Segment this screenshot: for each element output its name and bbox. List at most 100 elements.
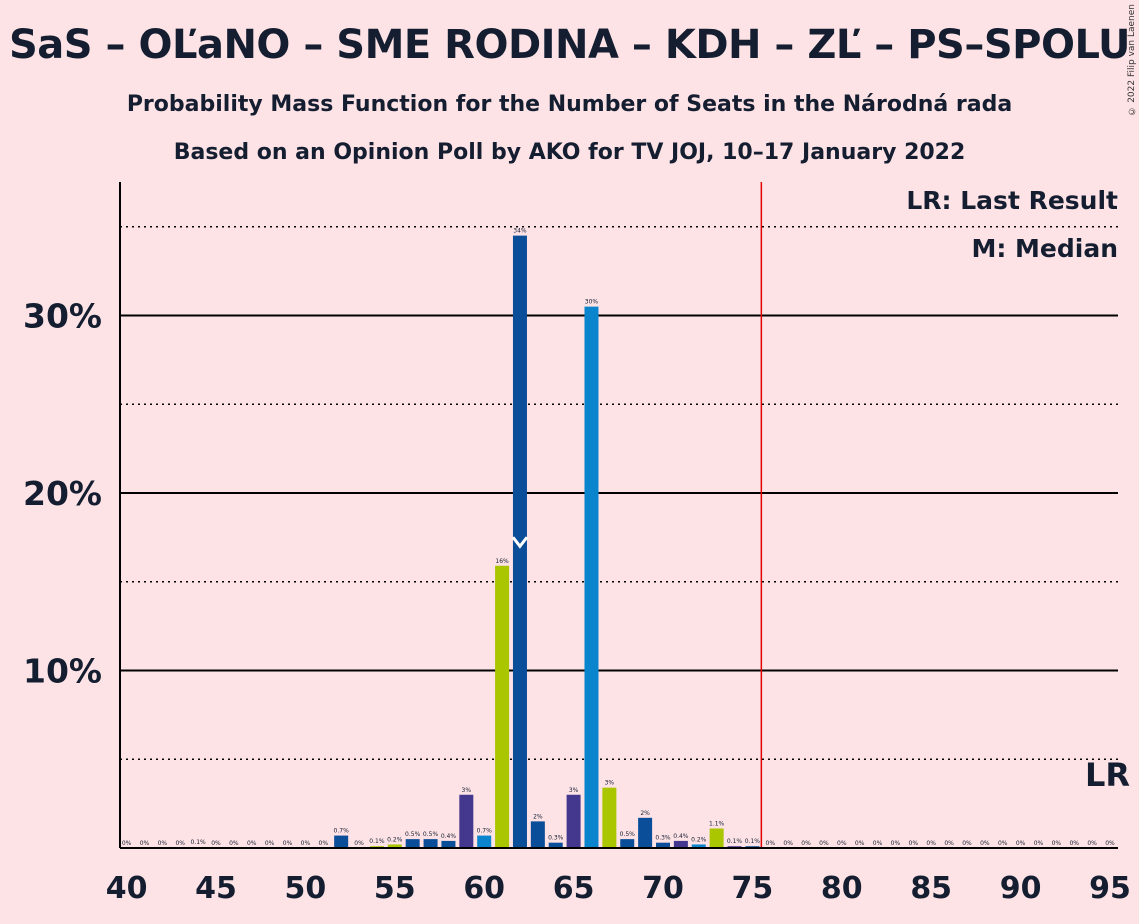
data-label-seat-45: 0% xyxy=(211,840,221,847)
y-tick-label: 10% xyxy=(23,652,102,691)
median-marker xyxy=(511,536,529,549)
data-label-seat-76: 0% xyxy=(766,840,776,847)
data-label-seat-92: 0% xyxy=(1052,840,1062,847)
data-label-seat-57: 0.5% xyxy=(423,831,439,838)
x-tick-label: 50 xyxy=(285,871,327,906)
data-label-seat-68: 0.5% xyxy=(620,831,636,838)
data-label-seat-79: 0% xyxy=(819,840,829,847)
bar-seat-61 xyxy=(495,565,510,848)
data-label-seat-74: 0.1% xyxy=(727,838,743,845)
gridlines xyxy=(120,226,1118,760)
data-label-seat-71: 0.4% xyxy=(673,833,689,840)
data-label-seat-87: 0% xyxy=(962,840,972,847)
x-tick-label: 85 xyxy=(910,871,952,906)
data-label-seat-63: 2% xyxy=(533,813,543,820)
data-label-seat-53: 0% xyxy=(354,840,364,847)
bar-seat-60 xyxy=(477,835,492,848)
data-label-seat-93: 0% xyxy=(1069,840,1079,847)
data-label-seat-40: 0% xyxy=(122,840,132,847)
bar-seat-57 xyxy=(423,839,438,848)
x-tick-label: 60 xyxy=(463,871,505,906)
bar-seat-71 xyxy=(673,840,688,848)
data-labels: 0% 0% 0% 0% 0.1% 0% 0% 0% 0% 0% 0% 0%0.7%0% 0.1% 0.2%… xyxy=(122,228,1115,847)
x-tick-label: 65 xyxy=(553,871,595,906)
data-label-seat-75: 0.1% xyxy=(745,838,761,845)
bar-seat-69 xyxy=(638,817,653,848)
data-label-seat-54: 0.1% xyxy=(369,838,385,845)
data-label-seat-77: 0% xyxy=(783,840,793,847)
x-tick-label: 75 xyxy=(732,871,774,906)
data-label-seat-88: 0% xyxy=(980,840,990,847)
bar-seat-58 xyxy=(441,840,456,848)
data-label-seat-73: 1.1% xyxy=(709,820,725,827)
bar-seat-59 xyxy=(459,794,474,848)
x-tick-label: 55 xyxy=(374,871,416,906)
data-label-seat-58: 0.4% xyxy=(441,833,457,840)
data-label-seat-82: 0% xyxy=(873,840,883,847)
bar-seat-66 xyxy=(584,306,599,848)
bar-seat-63 xyxy=(530,821,545,848)
data-label-seat-66: 30% xyxy=(585,299,599,306)
bar-seat-55 xyxy=(387,844,402,848)
y-tick-label: 20% xyxy=(23,474,102,513)
data-label-seat-50: 0% xyxy=(301,840,311,847)
data-label-seat-59: 3% xyxy=(462,787,472,794)
data-label-seat-90: 0% xyxy=(1016,840,1026,847)
bar-seat-67 xyxy=(602,787,617,848)
data-label-seat-47: 0% xyxy=(247,840,257,847)
bar-seat-68 xyxy=(620,839,635,848)
data-label-seat-67: 3% xyxy=(605,780,615,787)
data-label-seat-52: 0.7% xyxy=(334,828,350,835)
chart-subtitle: Probability Mass Function for the Number… xyxy=(126,92,1013,117)
data-label-seat-95: 0% xyxy=(1105,840,1115,847)
data-label-seat-84: 0% xyxy=(909,840,919,847)
x-tick-label: 70 xyxy=(642,871,684,906)
x-tick-label: 80 xyxy=(821,871,863,906)
data-label-seat-60: 0.7% xyxy=(477,828,493,835)
chart-title: SaS – OĽaNO – SME RODINA – KDH – ZĽ – PS… xyxy=(9,22,1130,68)
last-result-marker: LR xyxy=(1085,756,1130,794)
data-label-seat-51: 0% xyxy=(319,840,329,847)
data-label-seat-61: 16% xyxy=(495,558,509,565)
data-label-seat-70: 0.3% xyxy=(655,835,671,842)
bar-seat-72 xyxy=(691,844,706,848)
x-tick-label: 45 xyxy=(195,871,237,906)
data-label-seat-80: 0% xyxy=(837,840,847,847)
bar-seat-56 xyxy=(405,839,420,848)
data-label-seat-65: 3% xyxy=(569,787,579,794)
data-label-seat-83: 0% xyxy=(891,840,901,847)
bar-series xyxy=(191,182,763,848)
bar-seat-65 xyxy=(566,794,581,848)
bar-seat-73 xyxy=(709,828,724,848)
bar-seat-62 xyxy=(512,235,527,848)
bar-seat-64 xyxy=(548,842,563,848)
data-label-seat-41: 0% xyxy=(140,840,150,847)
data-label-seat-86: 0% xyxy=(944,840,954,847)
data-label-seat-91: 0% xyxy=(1034,840,1044,847)
data-label-seat-55: 0.2% xyxy=(387,836,403,843)
x-tick-label: 95 xyxy=(1089,871,1131,906)
data-label-seat-44: 0.1% xyxy=(190,839,206,846)
legend-median: M: Median xyxy=(971,234,1118,263)
chart-source-line: Based on an Opinion Poll by AKO for TV J… xyxy=(173,140,966,165)
data-label-seat-85: 0% xyxy=(926,840,936,847)
data-label-seat-49: 0% xyxy=(283,840,293,847)
data-label-seat-42: 0% xyxy=(158,840,168,847)
data-label-seat-81: 0% xyxy=(855,840,865,847)
data-label-seat-89: 0% xyxy=(998,840,1008,847)
data-label-seat-56: 0.5% xyxy=(405,831,421,838)
bar-seat-52 xyxy=(334,835,349,848)
data-label-seat-78: 0% xyxy=(801,840,811,847)
y-tick-label: 30% xyxy=(23,297,102,336)
data-label-seat-48: 0% xyxy=(265,840,275,847)
x-tick-label: 40 xyxy=(106,871,148,906)
bar-seat-70 xyxy=(656,842,670,848)
legend-last-result: LR: Last Result xyxy=(906,186,1118,215)
data-label-seat-46: 0% xyxy=(229,840,239,847)
axes: 10% 20% 30% 40 45 50 55 60 65 70 75 80 85 90 95 xyxy=(23,182,1131,906)
data-label-seat-62: 34% xyxy=(513,228,527,235)
data-label-seat-69: 2% xyxy=(640,810,650,817)
data-label-seat-64: 0.3% xyxy=(548,835,564,842)
data-label-seat-43: 0% xyxy=(175,840,185,847)
